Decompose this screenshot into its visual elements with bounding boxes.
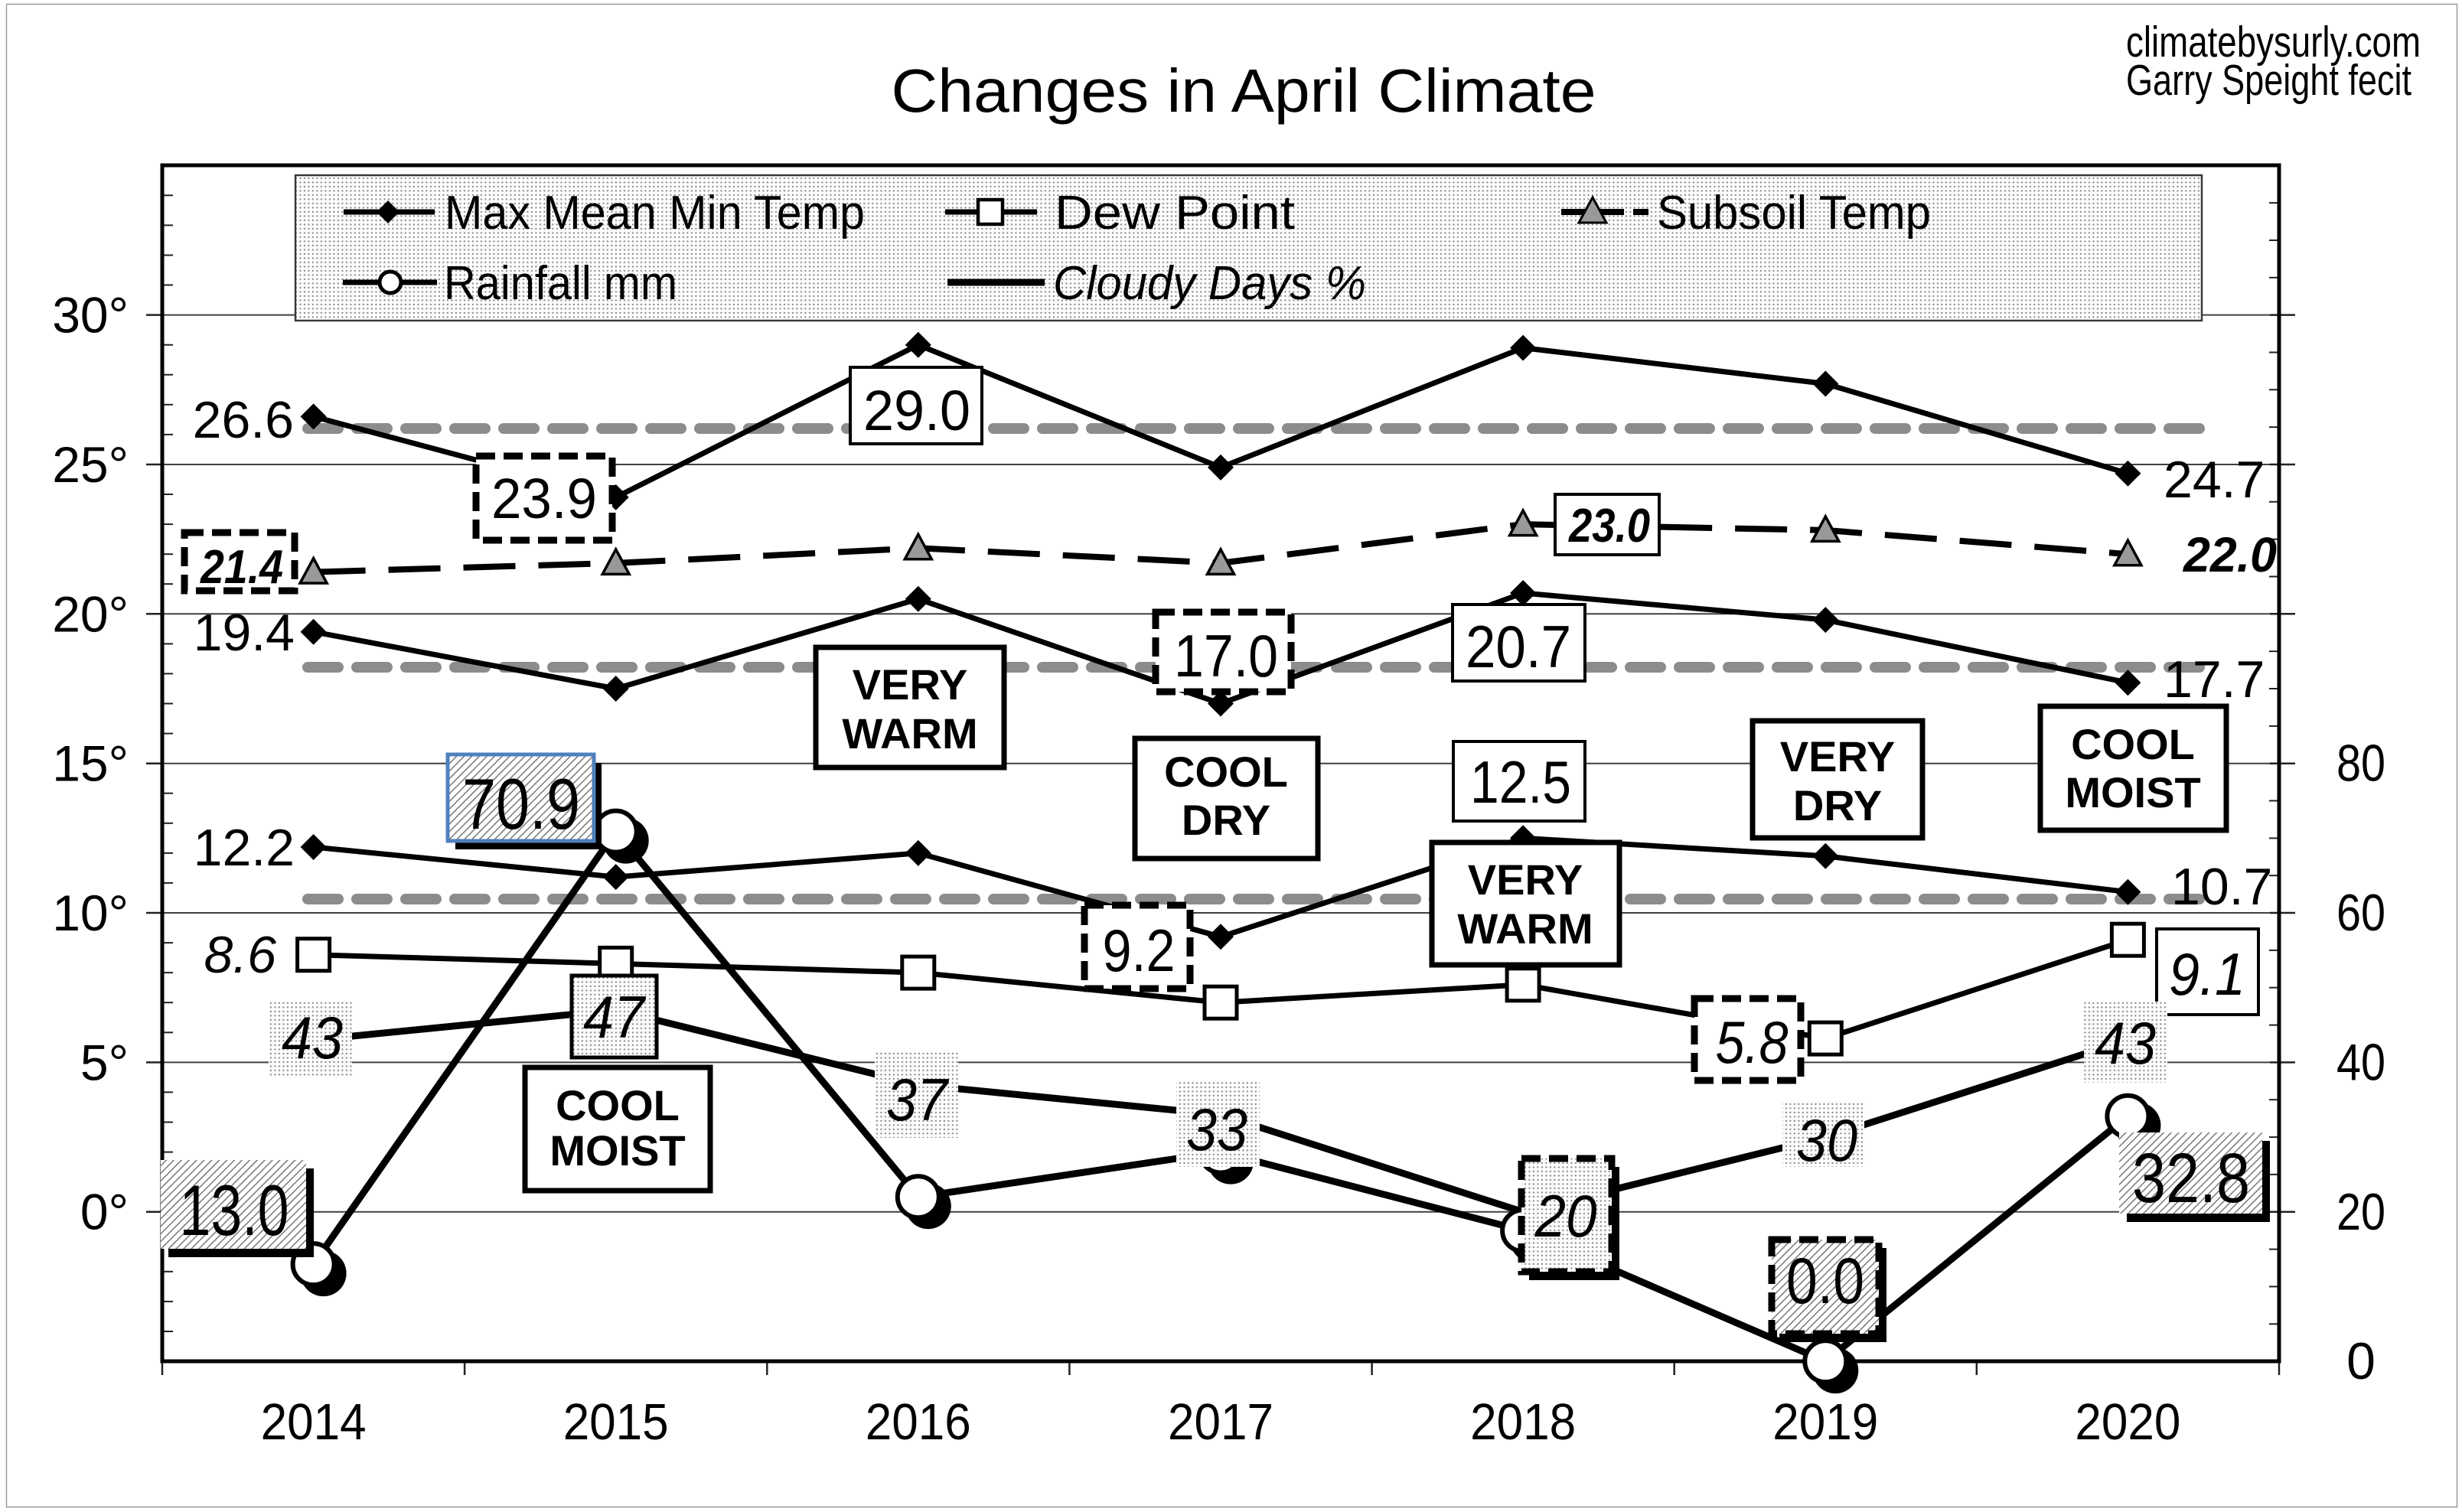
svg-text:40: 40 <box>2336 1033 2385 1091</box>
svg-text:2018: 2018 <box>1470 1393 1576 1451</box>
svg-text:47: 47 <box>583 983 646 1051</box>
svg-text:60: 60 <box>2336 884 2385 942</box>
svg-text:Cloudy Days %: Cloudy Days % <box>1053 257 1366 310</box>
svg-text:29.0: 29.0 <box>863 379 970 442</box>
svg-text:10°: 10° <box>52 885 129 941</box>
svg-text:2019: 2019 <box>1772 1393 1878 1451</box>
svg-text:9.2: 9.2 <box>1103 917 1176 984</box>
svg-text:10.7: 10.7 <box>2171 858 2272 916</box>
svg-text:5°: 5° <box>80 1034 129 1090</box>
svg-text:climatebysurly.com: climatebysurly.com <box>2126 18 2421 67</box>
svg-text:80: 80 <box>2336 735 2385 793</box>
svg-text:Subsoil Temp: Subsoil Temp <box>1657 187 1931 240</box>
svg-text:DRY: DRY <box>1793 781 1882 829</box>
svg-text:COOL: COOL <box>2071 720 2195 768</box>
svg-text:23.0: 23.0 <box>1568 500 1650 552</box>
svg-text:12.2: 12.2 <box>194 819 295 877</box>
svg-text:24.7: 24.7 <box>2164 451 2265 509</box>
svg-text:22.0: 22.0 <box>2183 527 2277 582</box>
svg-text:Max Mean Min Temp: Max Mean Min Temp <box>445 187 865 240</box>
svg-text:30: 30 <box>1796 1106 1857 1174</box>
svg-text:VERY: VERY <box>1780 732 1895 780</box>
svg-text:WARM: WARM <box>1457 904 1593 953</box>
svg-text:25°: 25° <box>52 436 129 493</box>
svg-text:2016: 2016 <box>866 1393 971 1451</box>
svg-text:MOIST: MOIST <box>549 1126 685 1175</box>
svg-text:WARM: WARM <box>842 709 977 758</box>
svg-text:5.8: 5.8 <box>1716 1009 1789 1076</box>
svg-text:43: 43 <box>2095 1009 2156 1077</box>
svg-text:Dew Point: Dew Point <box>1055 187 1295 240</box>
svg-text:VERY: VERY <box>1468 855 1583 904</box>
svg-text:20: 20 <box>2336 1183 2385 1241</box>
svg-text:15°: 15° <box>52 735 129 792</box>
svg-text:20°: 20° <box>52 585 129 642</box>
svg-text:2014: 2014 <box>261 1393 367 1451</box>
svg-text:20.7: 20.7 <box>1466 613 1571 680</box>
svg-text:21.4: 21.4 <box>200 541 283 594</box>
svg-text:COOL: COOL <box>1164 748 1288 796</box>
svg-text:0°: 0° <box>80 1184 129 1240</box>
svg-text:2015: 2015 <box>563 1393 669 1451</box>
svg-text:9.1: 9.1 <box>2169 940 2245 1008</box>
svg-text:12.5: 12.5 <box>1470 748 1571 816</box>
svg-text:37: 37 <box>886 1066 949 1133</box>
svg-text:2020: 2020 <box>2075 1393 2180 1451</box>
svg-text:Rainfall mm: Rainfall mm <box>444 257 677 310</box>
svg-text:20: 20 <box>1534 1182 1597 1250</box>
svg-text:33: 33 <box>1186 1096 1247 1163</box>
svg-text:Changes in April Climate: Changes in April Climate <box>892 57 1596 125</box>
svg-text:MOIST: MOIST <box>2065 768 2200 816</box>
svg-text:13.0: 13.0 <box>180 1170 289 1250</box>
svg-text:32.8: 32.8 <box>2132 1139 2250 1217</box>
svg-text:70.9: 70.9 <box>462 764 580 844</box>
svg-text:17.0: 17.0 <box>1174 622 1278 689</box>
svg-text:0.0: 0.0 <box>1786 1245 1864 1317</box>
svg-text:43: 43 <box>282 1004 343 1071</box>
svg-text:17.7: 17.7 <box>2164 650 2265 709</box>
svg-text:26.6: 26.6 <box>193 391 294 449</box>
svg-text:DRY: DRY <box>1182 796 1270 844</box>
svg-text:2017: 2017 <box>1168 1393 1273 1451</box>
svg-text:23.9: 23.9 <box>491 467 597 530</box>
svg-text:19.4: 19.4 <box>194 604 295 662</box>
svg-text:VERY: VERY <box>853 660 967 709</box>
svg-text:8.6: 8.6 <box>204 926 276 984</box>
svg-text:30°: 30° <box>52 287 129 344</box>
svg-text:COOL: COOL <box>556 1081 680 1129</box>
svg-text:Garry Speight fecit: Garry Speight fecit <box>2126 56 2411 105</box>
svg-text:0: 0 <box>2346 1332 2376 1390</box>
